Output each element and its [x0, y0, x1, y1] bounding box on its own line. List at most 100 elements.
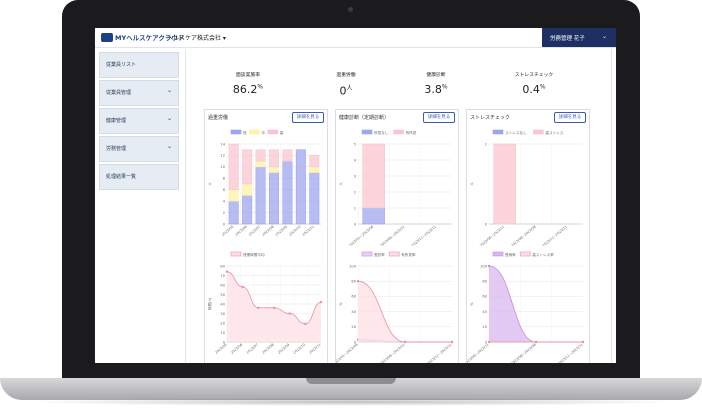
- legend-label: 低: [243, 130, 247, 135]
- details-button[interactable]: 詳細を見る: [554, 112, 586, 123]
- x-tick-label: 2023/07: [246, 343, 259, 355]
- kpi-value: 86.2%: [232, 83, 264, 96]
- legend-swatch: [361, 251, 373, 257]
- x-tick-label: 2023/05: [214, 343, 227, 355]
- sidebar-item-health-management[interactable]: 健康管理 ⌄: [99, 108, 179, 134]
- card-title: 過重労働: [208, 115, 229, 121]
- bar: [228, 189, 239, 202]
- y-tick-label: 8: [223, 177, 226, 181]
- bar: [282, 149, 293, 162]
- kpi-label: ストレスチェック: [514, 73, 554, 78]
- details-button[interactable]: 詳細を見る: [292, 112, 324, 123]
- laptop-notch: [306, 378, 396, 384]
- data-point: [272, 306, 276, 309]
- legend-label: 受検率: [505, 252, 516, 257]
- sidebar-item-processing-results[interactable]: 処理結果一覧: [99, 164, 179, 190]
- legend-label: 所見なし: [374, 130, 389, 135]
- x-tick-label: 2023/11~2023/11: [542, 225, 568, 246]
- legend-label: ストレスなし: [505, 130, 527, 135]
- sidebar-item-employee-list[interactable]: 従業員リスト: [99, 52, 179, 78]
- series-area: [227, 271, 321, 342]
- legend-swatch: [492, 251, 504, 257]
- x-tick-label: 2023/06~2023/11: [379, 225, 405, 246]
- y-axis-label: 人: [207, 182, 212, 186]
- legend-label: 中: [261, 130, 265, 135]
- x-tick-label: 2023/06: [234, 225, 247, 237]
- x-tick-label: 2023/07: [248, 225, 261, 237]
- legend-swatch: [533, 129, 544, 135]
- chevron-down-icon: ⌄: [166, 87, 172, 94]
- data-point: [319, 300, 323, 304]
- kpi-label: 面談実施率: [236, 73, 260, 78]
- x-tick-label: 2023/11~2023/11: [426, 343, 452, 363]
- y-tick-label: 0: [485, 340, 488, 344]
- y-tick-label: 2: [223, 211, 225, 215]
- legend-swatch: [388, 251, 400, 257]
- y-tick-label: 12: [220, 154, 225, 158]
- sidebar-item-labor-management[interactable]: 労務管理 ⌄: [99, 136, 179, 162]
- y-tick-label: 40: [351, 310, 356, 314]
- bar: [228, 200, 239, 225]
- y-tick-label: 70: [220, 274, 225, 278]
- kpi-value: 3.8%: [424, 83, 448, 96]
- health-check-card: 健康診断（定期診断） 詳細を見る 所見なし 有所見 0 1 2 3 4 5 人 2023/01~2…: [335, 109, 459, 363]
- bar: [228, 143, 239, 191]
- y-axis-label: 人: [338, 182, 343, 186]
- company-selector[interactable]: ヘルスケア株式会社 ▾: [167, 35, 226, 42]
- x-tick-label: 2023/06: [230, 343, 243, 355]
- bar: [255, 166, 266, 225]
- health-check-bar-chart: 所見なし 有所見 0 1 2 3 4 5 人 2023/01~2023/06 2023/06~202…: [338, 129, 452, 246]
- y-tick-label: 40: [220, 302, 225, 306]
- bar: [255, 149, 266, 162]
- legend-label: 有所見: [406, 130, 417, 135]
- stress-check-bar-chart: ストレスなし 高ストレス 0 1 人 2023/06~2023/11 2023/08~202…: [469, 129, 583, 246]
- bar: [282, 160, 293, 225]
- y-axis-label: 時間(h): [207, 297, 212, 310]
- y-tick-label: 4: [223, 199, 226, 203]
- x-tick-label: 2023/05: [221, 225, 234, 237]
- kpi-value: 0.4%: [522, 83, 546, 96]
- laptop-shadow: [20, 398, 682, 406]
- sidebar-item-label: 処理結果一覧: [106, 174, 137, 180]
- y-tick-label: 1: [485, 142, 487, 146]
- stress-check-card: ストレスチェック 詳細を見る ストレスなし 高ストレス 0 1 人 2023/06~202…: [466, 109, 590, 363]
- y-tick-label: 60: [351, 295, 356, 299]
- y-tick-label: 2: [354, 190, 356, 194]
- y-axis-label: 人: [469, 182, 474, 186]
- data-point: [257, 306, 260, 309]
- logo-icon: [101, 33, 113, 42]
- x-tick-label: 2023/01~2023/06: [336, 343, 359, 363]
- bar: [269, 172, 280, 225]
- sidebar-item-employee-management[interactable]: 従業員管理 ⌄: [99, 80, 179, 106]
- user-menu[interactable]: 労務管理 花子 ⌄: [542, 28, 616, 47]
- bar: [269, 149, 280, 168]
- y-tick-label: 60: [220, 283, 225, 287]
- y-axis-label: %: [470, 302, 474, 306]
- x-tick-label: 2023/11~2023/11: [557, 343, 583, 363]
- user-name: 労務管理 花子: [550, 36, 585, 42]
- bar: [362, 207, 385, 225]
- kpi-overwork: 過重労働 0人: [306, 71, 386, 98]
- y-tick-label: 50: [220, 293, 225, 297]
- sidebar-item-label: 従業員管理: [106, 90, 132, 96]
- y-tick-label: 20: [220, 321, 225, 325]
- legend-label: 高ストレス: [545, 130, 563, 135]
- x-tick-label: 2023/08: [261, 343, 274, 355]
- legend-label: 高: [280, 130, 284, 135]
- y-tick-label: 0: [354, 340, 357, 344]
- app-logo[interactable]: MYヘルスケアクラウド: [115, 34, 185, 42]
- data-point: [304, 322, 307, 326]
- legend-swatch: [230, 251, 242, 257]
- health-check-area-chart: 受診率 有所見率 0 20 40 60 80 100% 2023/01~2023/06 2023/…: [336, 251, 454, 363]
- x-tick-label: 2023/11~2023/11: [411, 225, 437, 246]
- x-tick-label: 2023/10: [288, 225, 301, 237]
- details-button[interactable]: 詳細を見る: [423, 112, 455, 123]
- x-tick-label: 2023/09: [275, 225, 288, 237]
- chevron-down-icon: ⌄: [602, 33, 608, 40]
- x-tick-label: 2023/01~2023/06: [348, 225, 374, 246]
- y-tick-label: 40: [482, 310, 487, 314]
- legend-label: 残業時間平均: [243, 252, 265, 257]
- y-tick-label: 60: [482, 295, 487, 299]
- top-bar: MYヘルスケアクラウド ヘルスケア株式会社 ▾ 労務管理 花子 ⌄: [95, 28, 616, 48]
